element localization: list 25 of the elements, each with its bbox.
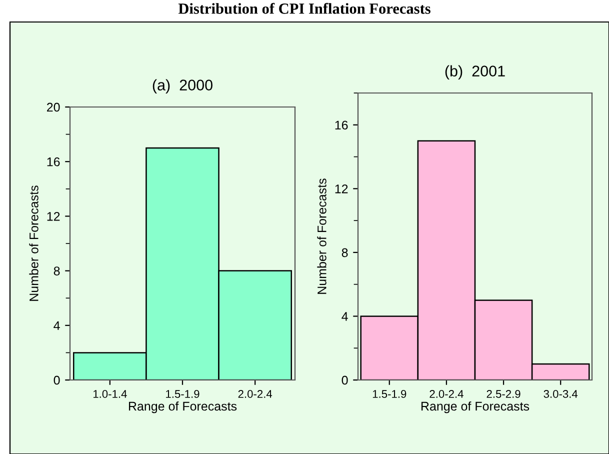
- y-tick-label: 16: [335, 120, 348, 130]
- y-tick-label: 20: [47, 102, 60, 112]
- x-tick-label: 1.0-1.4: [93, 390, 127, 398]
- y-tick-label: 4: [342, 312, 348, 321]
- y-tick-label: 12: [47, 212, 60, 221]
- chart-subtitle: (a) 2000: [152, 79, 212, 94]
- y-axis-title: Number of Forecasts: [317, 178, 326, 294]
- y-tick-label: 12: [335, 184, 348, 194]
- y-tick-label: 0: [342, 376, 348, 385]
- x-axis-title: Range of Forecasts: [128, 401, 237, 414]
- y-tick-label: 0: [54, 376, 60, 385]
- y-tick-label: 16: [47, 157, 60, 166]
- x-axis-title: Range of Forecasts: [421, 401, 530, 414]
- y-tick-label: 4: [54, 321, 60, 330]
- y-tick-label: 8: [54, 266, 60, 276]
- x-tick-label: 3.0-3.4: [544, 390, 578, 398]
- x-tick-label: 2.5-2.9: [486, 390, 520, 398]
- x-tick-label: 2.0-2.4: [238, 390, 272, 398]
- y-axis-title: Number of Forecasts: [29, 186, 38, 301]
- y-tick-label: 8: [342, 248, 348, 258]
- x-tick-label: 1.5-1.9: [166, 390, 200, 398]
- x-tick-label: 2.0-2.4: [430, 390, 464, 398]
- x-tick-label: 1.5-1.9: [372, 390, 406, 398]
- chart-title: (b) 2001: [445, 65, 505, 80]
- chart-title: Distribution of CPI Inflation Forecasts: [178, 2, 430, 14]
